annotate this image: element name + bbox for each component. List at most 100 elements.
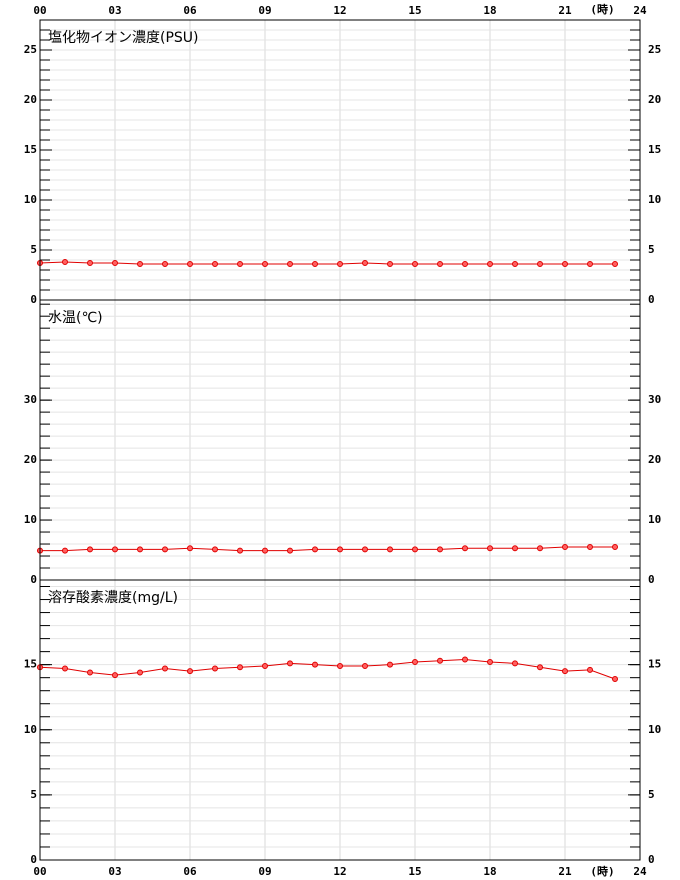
y-tick-label: 0: [30, 573, 37, 586]
y-tick-label: 25: [24, 43, 37, 56]
data-point: [362, 260, 368, 266]
y-tick-label: 0: [648, 293, 655, 306]
y-tick-label: 30: [648, 393, 661, 406]
data-point: [487, 659, 493, 666]
data-point: [512, 660, 518, 667]
data-point: [112, 672, 118, 679]
y-tick-label: 5: [648, 788, 655, 801]
x-tick-label: 15: [408, 4, 421, 17]
data-point: [412, 659, 418, 666]
data-point: [237, 261, 243, 267]
y-tick-label: 25: [648, 43, 661, 56]
data-point: [162, 546, 168, 553]
y-tick-label: 20: [24, 453, 37, 466]
data-point: [537, 545, 543, 552]
data-point: [212, 261, 218, 267]
panel-title: 水温(℃): [48, 310, 103, 326]
y-tick-label: 10: [24, 513, 37, 526]
y-tick-label: 20: [648, 93, 661, 106]
data-point: [87, 669, 93, 676]
data-point: [387, 661, 393, 668]
plot-frame: [39, 19, 641, 861]
y-tick-label: 5: [30, 243, 37, 256]
data-point: [87, 546, 93, 553]
data-point: [187, 261, 193, 267]
x-tick-label: 03: [108, 4, 121, 17]
x-tick-label: 12: [333, 4, 346, 17]
data-point: [112, 260, 118, 266]
data-point: [287, 261, 293, 267]
data-point: [462, 656, 468, 663]
data-point: [162, 665, 168, 672]
data-point: [587, 261, 593, 267]
data-point: [137, 546, 143, 553]
y-tick-label: 0: [30, 293, 37, 306]
data-point: [87, 260, 93, 266]
data-point: [437, 261, 443, 267]
x-unit: (時): [590, 864, 614, 878]
data-point: [262, 547, 268, 554]
data-point: [512, 545, 518, 552]
x-tick-label: 09: [258, 865, 271, 878]
y-tick-label: 15: [648, 658, 661, 671]
data-point: [387, 546, 393, 553]
data-point: [287, 660, 293, 667]
data-point: [212, 546, 218, 553]
data-point: [212, 665, 218, 672]
data-point: [612, 675, 618, 682]
data-line: [39, 261, 615, 265]
data-line: [40, 546, 615, 552]
y-tick-label: 5: [648, 243, 655, 256]
data-point: [337, 662, 343, 669]
panel-title: 溶存酸素濃度(mg/L): [48, 590, 178, 606]
data-point: [612, 261, 618, 267]
data-point: [462, 545, 468, 552]
x-tick-label: 24: [633, 4, 647, 17]
x-tick-label: 21: [558, 4, 572, 17]
y-tick-label: 20: [648, 453, 661, 466]
y-tick-label: 5: [30, 788, 37, 801]
data-point: [362, 662, 368, 669]
data-point: [487, 261, 493, 267]
y-tick-label: 10: [648, 513, 661, 526]
data-point: [437, 546, 443, 553]
y-tick-label: 10: [24, 193, 37, 206]
y-tick-label: 15: [648, 143, 661, 156]
data-point: [62, 665, 68, 672]
data-point: [112, 546, 118, 553]
data-point: [337, 546, 343, 553]
y-tick-label: 0: [30, 853, 37, 866]
data-point: [587, 666, 593, 673]
data-point: [162, 261, 168, 267]
data-point: [337, 261, 343, 267]
data-point: [312, 546, 318, 553]
data-point: [612, 544, 618, 551]
data-point: [237, 664, 243, 671]
data-point: [312, 261, 318, 267]
data-point: [537, 664, 543, 671]
data-point: [562, 668, 568, 675]
x-tick-label: 15: [408, 865, 421, 878]
x-tick-label: 18: [483, 4, 496, 17]
data-point: [187, 668, 193, 675]
data-point: [312, 661, 318, 668]
data-point: [137, 261, 143, 267]
data-point: [62, 547, 68, 554]
x-tick-label: 03: [108, 865, 121, 878]
x-tick-label: 06: [183, 4, 197, 17]
data-point: [487, 545, 493, 552]
x-tick-label: 00: [33, 4, 46, 17]
x-tick-label: 06: [183, 865, 197, 878]
y-tick-label: 20: [24, 93, 37, 106]
data-point: [437, 657, 443, 664]
x-unit: (時): [590, 2, 614, 16]
data-point: [537, 261, 543, 267]
data-point: [387, 261, 393, 267]
data-line: [39, 658, 616, 680]
data-point: [62, 259, 68, 265]
x-tick-label: 21: [558, 865, 572, 878]
x-tick-label: 00: [33, 865, 46, 878]
data-point: [287, 547, 293, 554]
data-point: [512, 261, 518, 267]
